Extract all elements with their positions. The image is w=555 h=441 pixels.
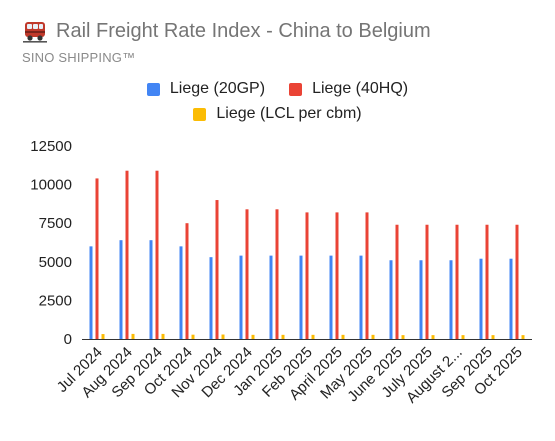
legend-label-40hq: Liege (40HQ) (312, 80, 409, 97)
train-icon (23, 22, 47, 43)
bar-20gp (479, 258, 483, 339)
bar-lcl (311, 334, 315, 339)
bar-40hq (365, 212, 369, 339)
bar-20gp (209, 257, 213, 339)
bar-40hq (155, 170, 159, 339)
bar-lcl (101, 334, 105, 339)
bar-40hq (125, 170, 129, 339)
bar-lcl (221, 334, 225, 339)
bar-lcl (401, 335, 405, 339)
bar-lcl (281, 334, 285, 339)
y-tick-label: 7500 (39, 215, 72, 232)
legend-label-20gp: Liege (20GP) (169, 80, 266, 97)
bar-40hq (455, 224, 459, 339)
bar-40hq (425, 224, 429, 339)
legend-label-lcl: Liege (LCL per cbm) (216, 105, 362, 122)
bar-40hq (305, 212, 309, 339)
chart-subtitle: SINO SHIPPING™ (22, 50, 136, 65)
legend-swatch-20gp (146, 82, 160, 96)
bar-40hq (215, 200, 219, 339)
bar-40hq (515, 224, 519, 339)
bar-lcl (251, 334, 255, 339)
bar-40hq (95, 178, 99, 339)
legend-item-lcl[interactable]: Liege (LCL per cbm) (193, 105, 362, 123)
chart-header: Rail Freight Rate Index - China to Belgi… (22, 18, 431, 44)
bar-20gp (299, 255, 303, 339)
bar-20gp (239, 255, 243, 339)
bar-40hq (485, 224, 489, 339)
bar-40hq (245, 209, 249, 339)
legend-item-20gp[interactable]: Liege (20GP) (146, 80, 266, 98)
legend-item-40hq[interactable]: Liege (40HQ) (289, 80, 408, 98)
chart-legend: Liege (20GP) Liege (40HQ) Liege (LCL per… (0, 78, 555, 128)
y-tick-label: 12500 (30, 138, 72, 155)
bar-20gp (149, 240, 153, 339)
y-tick-label: 10000 (30, 177, 72, 194)
bar-20gp (269, 255, 273, 339)
legend-swatch-40hq (289, 82, 303, 96)
bar-20gp (419, 260, 423, 339)
bar-40hq (395, 224, 399, 339)
bar-20gp (329, 255, 333, 339)
bar-20gp (119, 240, 123, 339)
y-tick-label: 5000 (39, 254, 72, 271)
bar-lcl (191, 334, 195, 339)
bar-lcl (461, 335, 465, 339)
bar-40hq (275, 209, 279, 339)
bar-lcl (491, 335, 495, 339)
bar-lcl (371, 334, 375, 339)
bar-lcl (131, 333, 135, 339)
bar-20gp (509, 258, 513, 339)
y-tick-label: 2500 (39, 292, 72, 309)
bar-20gp (359, 255, 363, 339)
bar-lcl (341, 334, 345, 339)
bar-20gp (449, 260, 453, 339)
bar-20gp (89, 246, 93, 339)
legend-swatch-lcl (193, 107, 207, 121)
y-tick-label: 0 (64, 331, 72, 348)
bar-40hq (185, 223, 189, 339)
bar-lcl (521, 335, 525, 339)
bar-lcl (431, 335, 435, 339)
bar-20gp (179, 246, 183, 339)
chart-title: Rail Freight Rate Index - China to Belgi… (56, 19, 431, 42)
bar-20gp (389, 260, 393, 339)
bar-lcl (161, 333, 165, 339)
bar-40hq (335, 212, 339, 339)
